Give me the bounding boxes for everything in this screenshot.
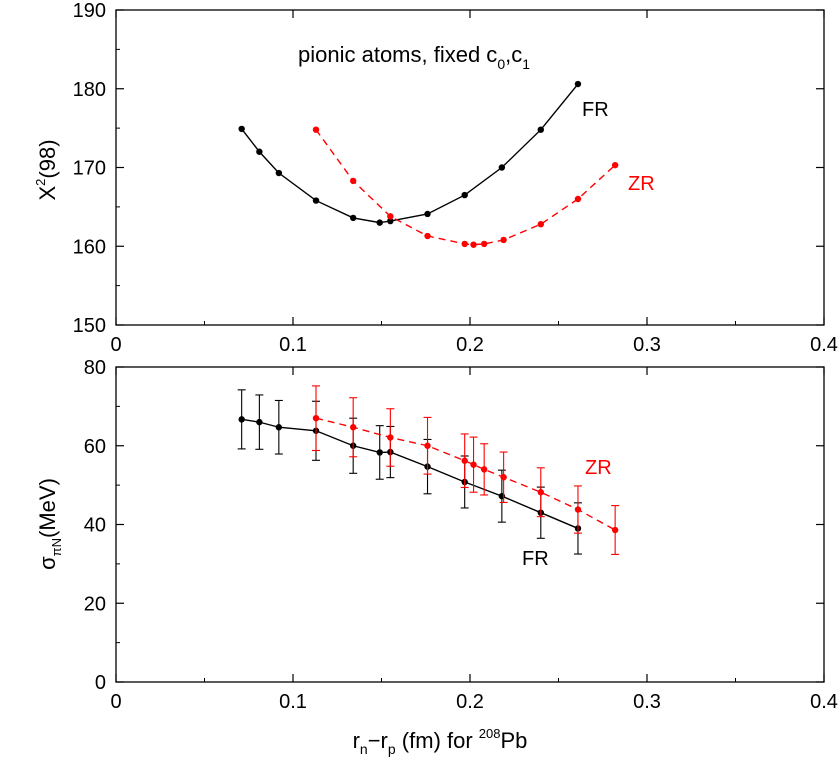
- bottom-plot-frame: [115, 366, 825, 683]
- top-fr-label: FR: [582, 99, 609, 121]
- top-series-group: [238, 80, 619, 248]
- bottom-point-zr: [574, 506, 582, 513]
- bottom-point-fr: [256, 418, 263, 426]
- bottom-y-tick-label: 20: [84, 593, 106, 615]
- top-point-fr: [498, 164, 506, 171]
- bottom-x-tick-label: 0.1: [279, 691, 307, 713]
- bottom-y-tick-label: 60: [84, 436, 106, 458]
- top-axis-ticks: 0 0.1 0.2 0.3 0.4 150 160 170 180 190: [73, 0, 838, 356]
- bottom-point-fr: [275, 424, 283, 431]
- bottom-axis-ticks: 0 0.1 0.2 0.3 0.4 0 20 40 60 80: [84, 357, 838, 713]
- top-point-fr: [574, 80, 582, 88]
- top-point-fr: [387, 217, 394, 225]
- bottom-y-tick-label: 80: [84, 357, 106, 379]
- top-y-tick-label: 170: [73, 158, 106, 180]
- bottom-zr-label: ZR: [585, 457, 612, 479]
- bottom-point-zr: [470, 461, 477, 468]
- top-point-zr: [480, 240, 488, 248]
- top-y-tick-label: 190: [73, 0, 106, 22]
- bottom-x-tick-label: 0.4: [810, 691, 838, 713]
- top-zr-label: ZR: [628, 173, 655, 195]
- bottom-x-tick-label: 0.2: [456, 691, 484, 713]
- bottom-x-tick-label: 0: [110, 691, 121, 713]
- top-x-tick-label: 0.1: [279, 334, 307, 356]
- top-point-fr: [238, 125, 245, 133]
- bottom-series-zr-line: [315, 417, 616, 531]
- top-point-fr: [256, 148, 263, 155]
- bottom-point-zr: [500, 474, 507, 481]
- top-point-zr: [387, 213, 394, 220]
- top-point-zr: [424, 232, 431, 240]
- bottom-point-zr: [387, 434, 394, 441]
- bottom-y-tick-label: 0: [95, 672, 106, 694]
- top-point-fr: [424, 210, 431, 218]
- sigma-panel: 0 0.1 0.2 0.3 0.4 0 20 40 60 80 ZR FR σπN(MeV) rn…: [35, 357, 838, 757]
- top-series-fr-line: [241, 83, 579, 224]
- bottom-point-zr: [461, 457, 468, 464]
- top-point-zr: [537, 221, 544, 228]
- top-y-tick-label: 150: [73, 315, 106, 337]
- top-point-fr: [376, 219, 383, 226]
- top-series-zr-line: [315, 129, 616, 246]
- top-point-fr: [275, 169, 283, 177]
- bottom-y-tick-label: 40: [84, 515, 106, 537]
- top-point-zr: [470, 241, 477, 248]
- top-point-fr: [312, 197, 320, 204]
- top-y-axis-label: X2(98): [33, 139, 60, 200]
- bottom-fr-label: FR: [522, 548, 549, 570]
- bottom-series-fr-line: [241, 418, 579, 530]
- bottom-x-axis-label: rn−rp (fm) for 208Pb: [353, 726, 528, 757]
- top-annotation: pionic atoms, fixed c0,c1: [298, 42, 530, 72]
- top-x-tick-label: 0.4: [810, 334, 838, 356]
- bottom-x-tick-label: 0.3: [633, 691, 661, 713]
- top-y-tick-label: 180: [73, 79, 106, 101]
- bottom-point-zr: [611, 526, 619, 534]
- top-point-fr: [461, 191, 468, 199]
- top-point-zr: [574, 195, 582, 203]
- top-point-zr: [349, 177, 357, 185]
- bottom-point-zr: [424, 442, 431, 449]
- top-x-tick-label: 0.3: [633, 334, 661, 356]
- top-point-zr: [611, 161, 619, 169]
- bottom-point-zr: [480, 466, 488, 473]
- top-point-zr: [312, 126, 320, 133]
- bottom-point-fr: [376, 449, 383, 456]
- top-x-tick-label: 0: [110, 334, 121, 356]
- chi-square-panel: 0 0.1 0.2 0.3 0.4 150 160 170 180 190 pionic atom…: [33, 0, 838, 356]
- top-point-fr: [537, 126, 544, 133]
- top-x-tick-label: 0.2: [456, 334, 484, 356]
- bottom-point-zr: [312, 414, 320, 422]
- top-point-fr: [349, 214, 357, 222]
- bottom-series-group: [237, 385, 620, 555]
- bottom-point-fr: [238, 416, 245, 423]
- bottom-point-zr: [349, 424, 357, 431]
- top-point-zr: [461, 240, 468, 248]
- bottom-point-zr: [537, 489, 544, 496]
- top-point-zr: [500, 236, 507, 244]
- top-y-tick-label: 160: [73, 236, 106, 258]
- bottom-y-axis-label: σπN(MeV): [35, 478, 64, 570]
